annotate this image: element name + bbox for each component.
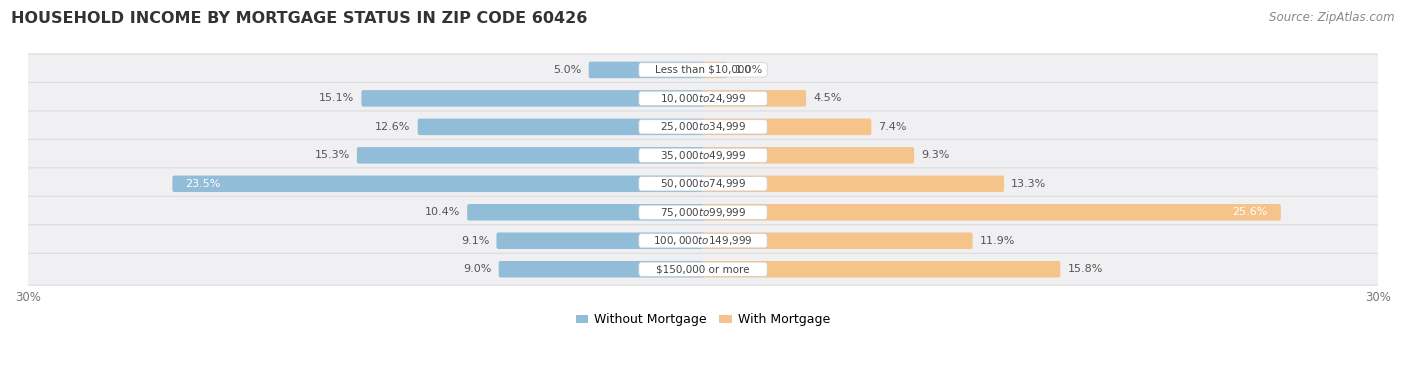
FancyBboxPatch shape: [638, 120, 768, 134]
Text: 13.3%: 13.3%: [1011, 179, 1046, 189]
Text: $35,000 to $49,999: $35,000 to $49,999: [659, 149, 747, 162]
Text: Source: ZipAtlas.com: Source: ZipAtlas.com: [1270, 11, 1395, 24]
FancyBboxPatch shape: [702, 90, 806, 107]
FancyBboxPatch shape: [467, 204, 704, 220]
Legend: Without Mortgage, With Mortgage: Without Mortgage, With Mortgage: [571, 308, 835, 332]
Text: $75,000 to $99,999: $75,000 to $99,999: [659, 206, 747, 219]
FancyBboxPatch shape: [27, 54, 1379, 86]
FancyBboxPatch shape: [702, 175, 1004, 192]
Text: 25.6%: 25.6%: [1233, 207, 1268, 217]
Text: $10,000 to $24,999: $10,000 to $24,999: [659, 92, 747, 105]
FancyBboxPatch shape: [702, 204, 1281, 220]
FancyBboxPatch shape: [638, 177, 768, 191]
FancyBboxPatch shape: [702, 62, 727, 78]
FancyBboxPatch shape: [638, 234, 768, 248]
Text: 5.0%: 5.0%: [553, 65, 582, 75]
FancyBboxPatch shape: [361, 90, 704, 107]
FancyBboxPatch shape: [357, 147, 704, 164]
Text: 1.0%: 1.0%: [734, 65, 762, 75]
FancyBboxPatch shape: [27, 139, 1379, 171]
Text: $50,000 to $74,999: $50,000 to $74,999: [659, 177, 747, 190]
Text: 15.3%: 15.3%: [315, 150, 350, 160]
Text: $150,000 or more: $150,000 or more: [657, 264, 749, 274]
FancyBboxPatch shape: [499, 261, 704, 277]
FancyBboxPatch shape: [27, 253, 1379, 285]
FancyBboxPatch shape: [702, 119, 872, 135]
Text: $100,000 to $149,999: $100,000 to $149,999: [654, 234, 752, 247]
FancyBboxPatch shape: [638, 262, 768, 276]
Text: 23.5%: 23.5%: [186, 179, 221, 189]
FancyBboxPatch shape: [638, 63, 768, 77]
FancyBboxPatch shape: [173, 175, 704, 192]
FancyBboxPatch shape: [638, 205, 768, 219]
FancyBboxPatch shape: [27, 111, 1379, 143]
FancyBboxPatch shape: [638, 148, 768, 163]
Text: HOUSEHOLD INCOME BY MORTGAGE STATUS IN ZIP CODE 60426: HOUSEHOLD INCOME BY MORTGAGE STATUS IN Z…: [11, 11, 588, 26]
Text: 4.5%: 4.5%: [813, 93, 842, 103]
Text: 11.9%: 11.9%: [980, 236, 1015, 246]
Text: 12.6%: 12.6%: [375, 122, 411, 132]
Text: Less than $10,000: Less than $10,000: [655, 65, 751, 75]
Text: $25,000 to $34,999: $25,000 to $34,999: [659, 120, 747, 133]
Text: 15.8%: 15.8%: [1067, 264, 1102, 274]
FancyBboxPatch shape: [702, 147, 914, 164]
FancyBboxPatch shape: [27, 82, 1379, 114]
FancyBboxPatch shape: [702, 232, 973, 249]
FancyBboxPatch shape: [589, 62, 704, 78]
Text: 9.3%: 9.3%: [921, 150, 949, 160]
FancyBboxPatch shape: [27, 196, 1379, 228]
Text: 10.4%: 10.4%: [425, 207, 460, 217]
Text: 7.4%: 7.4%: [879, 122, 907, 132]
Text: 9.1%: 9.1%: [461, 236, 489, 246]
FancyBboxPatch shape: [27, 225, 1379, 257]
Text: 15.1%: 15.1%: [319, 93, 354, 103]
FancyBboxPatch shape: [702, 261, 1060, 277]
FancyBboxPatch shape: [418, 119, 704, 135]
FancyBboxPatch shape: [638, 91, 768, 105]
FancyBboxPatch shape: [496, 232, 704, 249]
Text: 9.0%: 9.0%: [463, 264, 492, 274]
FancyBboxPatch shape: [27, 168, 1379, 200]
